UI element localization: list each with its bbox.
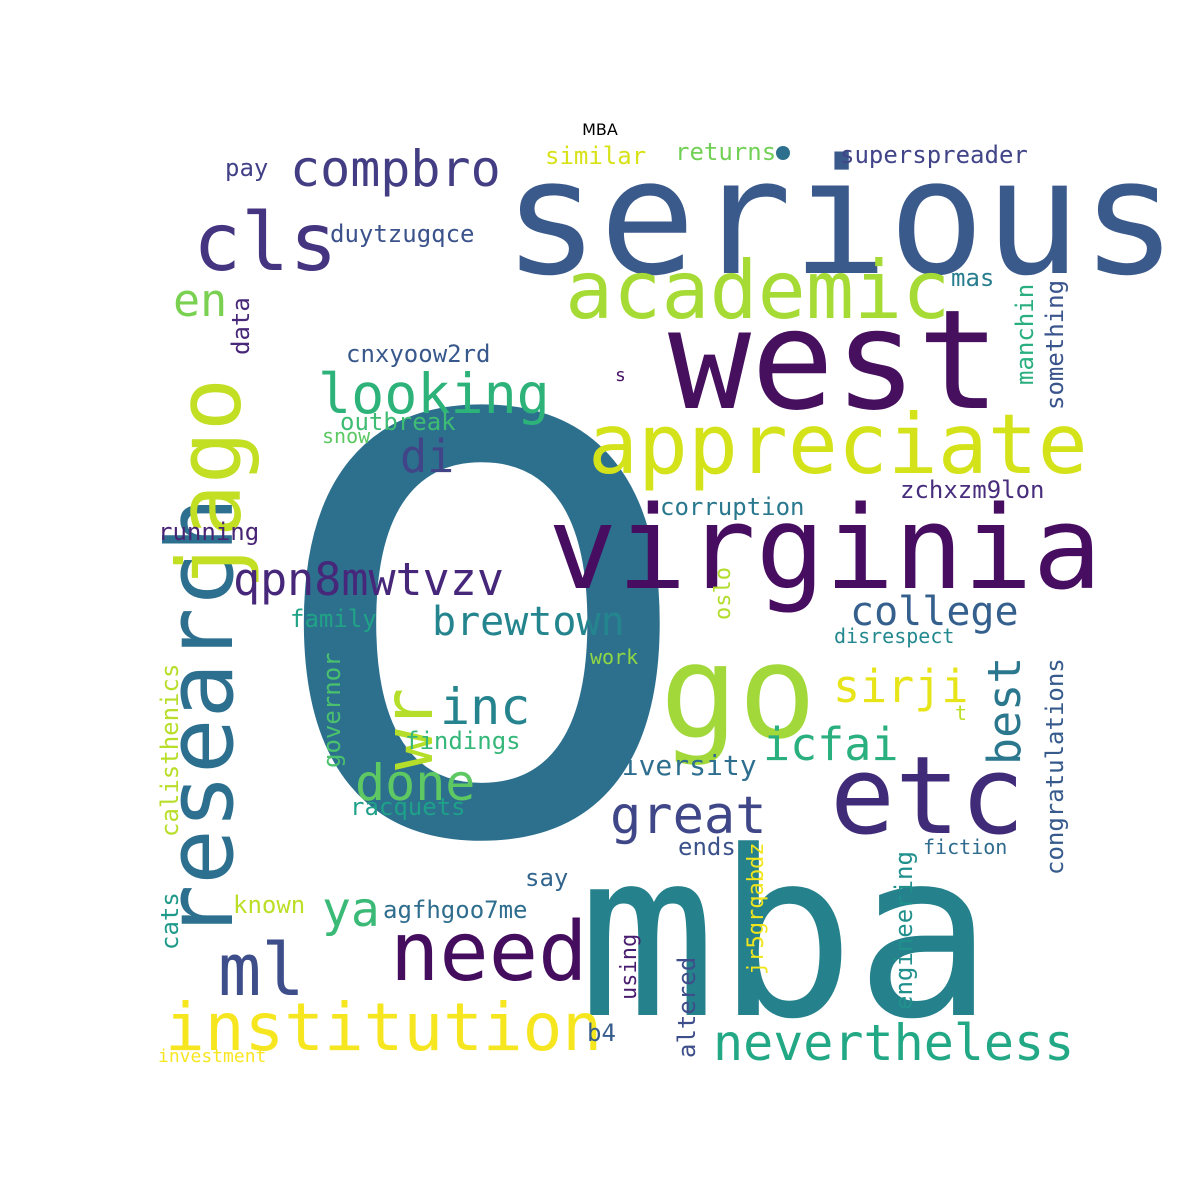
- word-work: work: [590, 645, 638, 669]
- word-governor: governor: [318, 652, 346, 768]
- word-dot-mark: [776, 146, 790, 160]
- chart-title: MBA: [582, 120, 618, 139]
- word-manchin: manchin: [1011, 284, 1039, 385]
- word-family: family: [290, 605, 377, 633]
- word-pay: pay: [225, 154, 268, 182]
- word-sirji: sirji: [833, 660, 968, 713]
- word-duytzugqce: duytzugqce: [330, 220, 475, 248]
- word-using: using: [617, 934, 642, 1000]
- word-done: done: [355, 754, 475, 812]
- word-running: running: [158, 518, 259, 546]
- word-congratulations: congratulations: [1041, 658, 1069, 875]
- word-t: t: [955, 701, 967, 725]
- word-jago: jago: [158, 378, 261, 590]
- word-college: college: [850, 589, 1019, 635]
- word-qpn8mwtvzv: qpn8mwtvzv: [233, 553, 504, 606]
- word-ml: ml: [218, 928, 305, 1012]
- word-great: great: [610, 786, 767, 846]
- word-outbreak: outbreak: [340, 408, 456, 436]
- word-returns: returns: [675, 138, 776, 166]
- word-compbro: compbro: [290, 140, 501, 198]
- word-go: go: [660, 616, 817, 768]
- word-something: something: [1041, 280, 1069, 410]
- word-agfhgoo7me: agfhgoo7me: [383, 896, 528, 924]
- word-appreciate: appreciate: [588, 396, 1088, 493]
- word-institution: institution: [165, 989, 602, 1066]
- word-s: s: [615, 365, 626, 386]
- word-academic: academic: [565, 244, 950, 337]
- word-etc: etc: [830, 734, 1025, 859]
- word-ends: ends: [678, 833, 736, 861]
- word-wr: wr: [370, 688, 449, 770]
- word-west: west: [668, 280, 1000, 441]
- word-looking: looking: [318, 362, 550, 426]
- word-need: need: [390, 905, 587, 1000]
- word-jr5grqabdz: jr5grqabdz: [744, 843, 769, 975]
- word-corruption: corruption: [660, 493, 805, 521]
- word-zchxzm9lon: zchxzm9lon: [900, 476, 1045, 504]
- word-nevertheless: nevertheless: [713, 1014, 1074, 1072]
- word-data: data: [227, 297, 255, 355]
- word-fiction: fiction: [923, 835, 1007, 859]
- word-ya: ya: [322, 882, 380, 938]
- word-o: o: [253, 126, 711, 1010]
- word-disrespect: disrespect: [834, 624, 954, 648]
- word-findings: findings: [405, 727, 521, 755]
- word-oslo: oslo: [711, 567, 736, 620]
- word-brewtown: brewtown: [432, 599, 625, 645]
- word-racquets: racquets: [350, 793, 466, 821]
- word-di: di: [400, 430, 454, 483]
- word-virginia: virginia: [548, 482, 1102, 616]
- word-en: en: [173, 274, 227, 327]
- word-altered: altered: [673, 957, 701, 1058]
- word-inc: inc: [440, 678, 530, 736]
- word-icfai: icfai: [763, 718, 898, 771]
- word-serious: serious: [503, 124, 1177, 311]
- word-research: research: [147, 497, 254, 940]
- word-b4: b4: [587, 1019, 616, 1047]
- word-mba: mba: [578, 803, 993, 1070]
- word-snow: snow: [322, 424, 371, 448]
- word-similar: similar: [545, 142, 646, 170]
- word-cls: cls: [193, 196, 338, 289]
- word-cnxyoow2rd: cnxyoow2rd: [346, 340, 491, 368]
- word-investment: investment: [158, 1046, 266, 1067]
- word-university: university: [588, 749, 757, 782]
- word-engineering: engineering: [890, 851, 918, 1010]
- word-mas: mas: [951, 264, 994, 292]
- word-say: say: [525, 864, 568, 892]
- word-calisthenics: calisthenics: [156, 664, 184, 837]
- word-best: best: [978, 657, 1031, 765]
- word-superspreader: superspreader: [840, 141, 1028, 169]
- word-known: known: [233, 891, 305, 919]
- word-cats: cats: [156, 892, 184, 950]
